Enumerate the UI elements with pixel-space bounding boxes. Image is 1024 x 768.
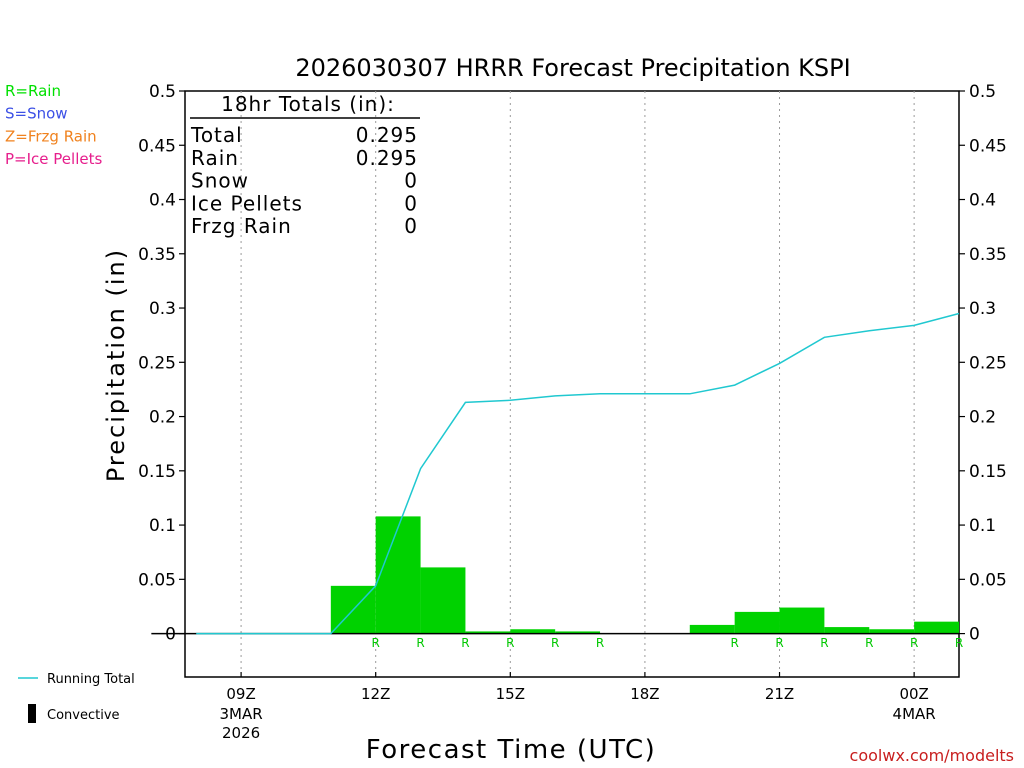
precip-bars [330, 516, 959, 634]
ptype-marker: R [506, 636, 514, 650]
y-tick-label-left: 0.35 [138, 245, 176, 265]
totals-row-value: 0 [404, 169, 418, 193]
credit-text: coolwx.com/modelts [850, 746, 1014, 765]
y-tick-label-right: 0 [969, 625, 980, 645]
y-tick-label-right: 0.05 [969, 570, 1007, 590]
y-axis-ticks: 0 00.05 0.050.1 0.10.15 0.150.2 0.20.25 0.250.… [138, 82, 1007, 645]
y-tick-label-left: 0.45 [138, 136, 176, 156]
totals-row-value: 0 [404, 191, 418, 215]
ptype-marker: R [775, 636, 783, 650]
running-total-polyline [196, 312, 960, 635]
totals-row-value: 0.295 [356, 146, 418, 170]
ptype-legend-item: S=Snow [5, 105, 68, 123]
ptype-marker: R [865, 636, 873, 650]
x-tick-label: 21Z [765, 685, 794, 703]
precip-bar [869, 629, 915, 634]
x-tick-label: 12Z [361, 685, 390, 703]
precip-bar [510, 629, 556, 634]
y-tick-label-right: 0.15 [969, 462, 1007, 482]
totals-box: 18hr Totals (in): Total 0.295 Rain 0.295 Sno… [190, 92, 420, 238]
y-tick-label-left: 0.05 [138, 570, 176, 590]
y-tick-label-right: 0.45 [969, 136, 1007, 156]
precip-bar [824, 627, 870, 634]
totals-row-label: Total [190, 123, 243, 147]
totals-row-value: 0.295 [356, 123, 418, 147]
x-tick-label: 15Z [496, 685, 525, 703]
y-tick-label-right: 0.25 [969, 353, 1007, 373]
y-tick-label-right: 0.2 [969, 408, 996, 428]
totals-row-label: Snow [191, 169, 249, 193]
y-tick-label-right: 0.5 [969, 82, 996, 102]
ptype-marker: R [820, 636, 828, 650]
convective-swatch [28, 704, 36, 723]
y-tick-label-right: 0.3 [969, 299, 996, 319]
y-tick-label-right: 0.4 [969, 191, 996, 211]
bottom-legend: Running Total Convective [18, 672, 135, 723]
ptype-marker: R [551, 636, 559, 650]
totals-header: 18hr Totals (in): [221, 92, 395, 116]
running-total-line [196, 312, 960, 635]
ptype-legend-item: P=Ice Pellets [5, 150, 102, 168]
y-tick-label-right: 0.35 [969, 245, 1007, 265]
y-tick-label-right: 0.1 [969, 516, 996, 536]
precip-bar [779, 607, 825, 634]
y-tick-label-left: 0.25 [138, 353, 176, 373]
x-tick-label: 18Z [630, 685, 659, 703]
precip-bar [420, 567, 466, 634]
ptype-marker: R [910, 636, 918, 650]
precip-bar [914, 621, 959, 634]
y-tick-label-left: 0.15 [138, 462, 176, 482]
x-tick-sublabel: 2026 [222, 724, 260, 742]
ptype-marker: R [372, 636, 380, 650]
precip-type-legend: R=Rain S=Snow Z=Frzg Rain P=Ice Pellets [5, 82, 102, 168]
y-axis-label: Precipitation (in) [102, 248, 130, 482]
x-tick-sublabel: 3MAR [220, 705, 263, 723]
running-total-legend-label: Running Total [47, 672, 135, 687]
y-tick-label-left: 0.2 [149, 408, 176, 428]
x-tick-label: 09Z [226, 685, 255, 703]
ptype-legend-item: R=Rain [5, 82, 61, 100]
y-tick-label-left: 0.4 [149, 191, 176, 211]
x-axis-label: Forecast Time (UTC) [366, 735, 657, 765]
totals-row-label: Rain [191, 146, 239, 170]
gridlines [240, 91, 915, 677]
x-tick-label: 00Z [899, 685, 928, 703]
totals-row-label: Ice Pellets [191, 191, 303, 215]
ptype-marker: R [730, 636, 738, 650]
totals-row-value: 0 [404, 214, 418, 238]
precip-bar [375, 516, 421, 634]
ptype-legend-item: Z=Frzg Rain [5, 127, 97, 145]
y-tick-label-left: 0 [165, 625, 176, 645]
x-tick-sublabel: 4MAR [893, 705, 936, 723]
convective-legend-label: Convective [47, 708, 120, 723]
precip-bar [689, 624, 735, 634]
ptype-marker: R [416, 636, 424, 650]
ptype-marker: R [955, 636, 963, 650]
precip-bar [465, 631, 511, 634]
ptype-marker: R [461, 636, 469, 650]
totals-rows: Total 0.295 Rain 0.295 Snow 0 Ice Pellets 0 Frzg… [190, 123, 418, 238]
precip-bar [734, 611, 780, 634]
y-tick-label-left: 0.5 [149, 82, 176, 102]
chart-title: 2026030307 HRRR Forecast Precipitation K… [295, 54, 850, 82]
precip-bar [555, 631, 601, 634]
y-tick-label-left: 0.1 [149, 516, 176, 536]
totals-row-label: Frzg Rain [191, 214, 292, 238]
ptype-marker: R [596, 636, 604, 650]
y-tick-label-left: 0.3 [149, 299, 176, 319]
plot-frame [184, 90, 960, 678]
